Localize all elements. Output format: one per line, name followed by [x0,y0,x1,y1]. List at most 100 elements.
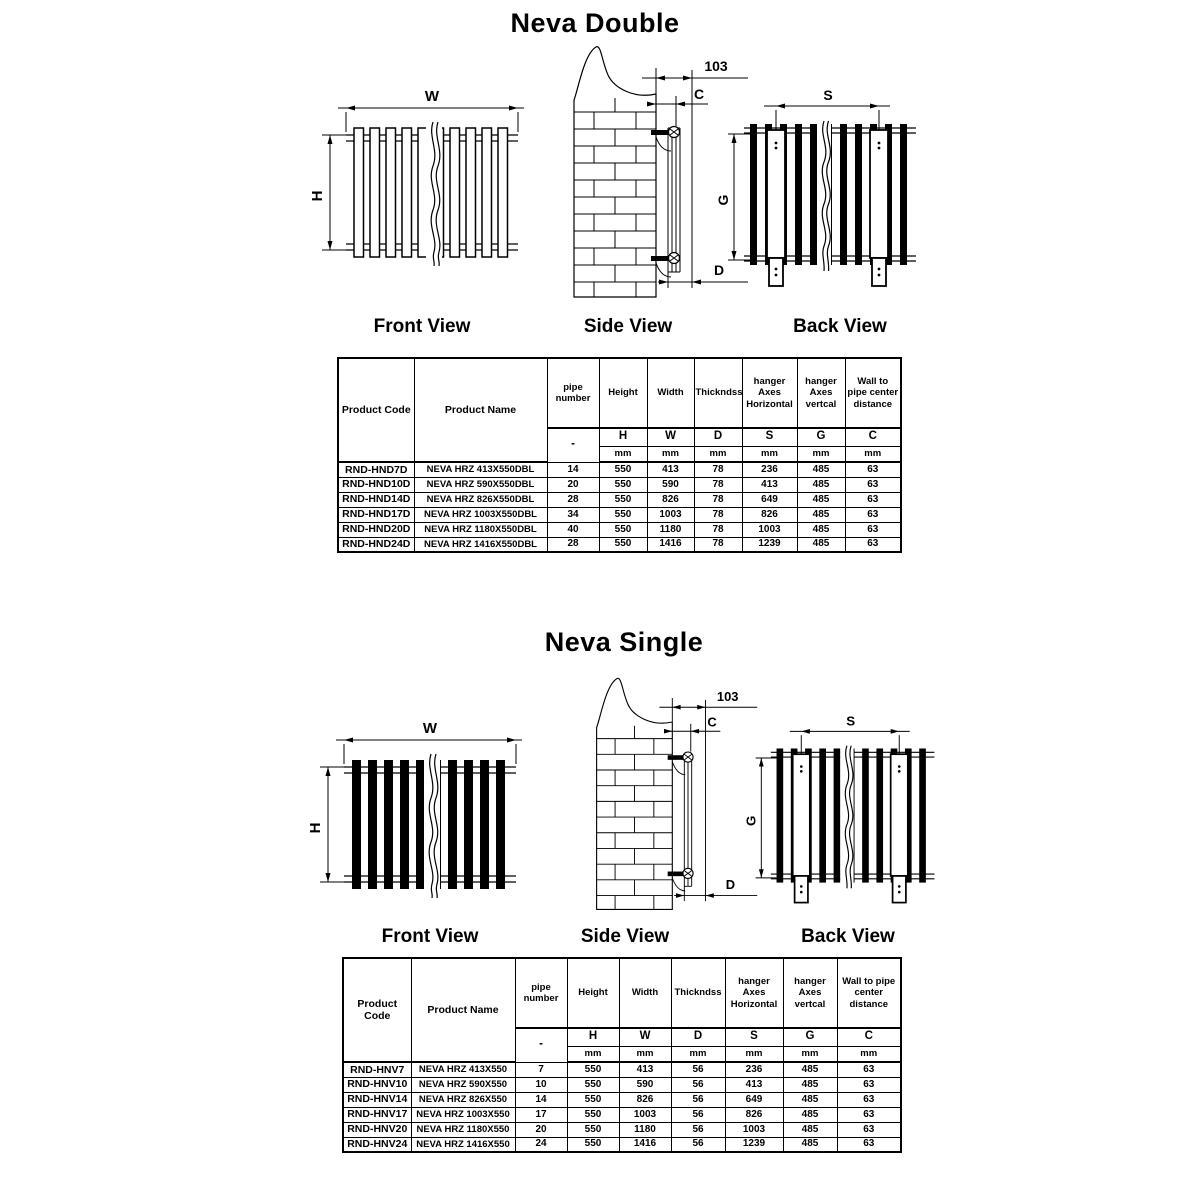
value-cell: 1416 [618,1136,672,1153]
dim-label-103: 103 [704,58,728,74]
radiator-back [770,742,935,904]
table-row: RND-HNV20 NEVA HRZ 1180X550 20 550 1180 56 100… [342,1121,902,1138]
symbol-cell: H [598,427,648,447]
value-cell: 485 [796,476,846,493]
value-cell: 1416 [646,536,695,553]
value-cell: 485 [782,1076,838,1093]
dim-label-g: G [744,816,759,826]
symbol-cell: W [646,427,695,447]
s-dimension: S [789,714,910,755]
value-cell: 1180 [646,521,695,538]
symbol-cell: S [724,1027,784,1047]
dim-label-103: 103 [717,689,739,704]
height-dimension: H [307,766,346,883]
value-cell: 63 [836,1061,902,1078]
value-cell: 236 [724,1061,784,1078]
value-cell: 1180 [618,1121,672,1138]
header-cell: Product Code [337,357,415,463]
value-cell: 550 [566,1121,620,1138]
header-cell: pipe number [546,357,600,429]
header-cell: hanger Axes Horizontal [741,357,798,429]
value-cell: 413 [646,461,695,478]
symbol-cell: G [782,1027,838,1047]
symbol-cell: - [546,427,600,463]
value-cell: 550 [598,461,648,478]
value-cell: 1003 [646,506,695,523]
unit-cell: mm [782,1045,838,1063]
product-code-cell: RND-HND20D [337,521,415,538]
table-row: RND-HNV24 NEVA HRZ 1416X550 24 550 1416 56 123… [342,1136,902,1153]
width-dimension: W [338,88,524,132]
value-cell: 413 [724,1076,784,1093]
dim-label-w: W [423,720,438,737]
value-cell: 56 [670,1136,726,1153]
symbol-cell: D [693,427,743,447]
product-code-cell: RND-HNV20 [342,1121,412,1138]
radiator-front [346,120,518,267]
value-cell: 485 [782,1136,838,1153]
value-cell: 826 [646,491,695,508]
value-cell: 14 [546,461,600,478]
product-name-cell: NEVA HRZ 1003X550DBL [413,506,548,523]
value-cell: 56 [670,1061,726,1078]
neva-double-spec-table: Product Code Product Name pipe number He… [337,357,902,553]
d-dimension: D [658,262,748,288]
c-dimension: C [664,715,721,752]
header-cell: Thickndss [670,957,726,1029]
value-cell: 78 [693,521,743,538]
product-name-cell: NEVA HRZ 1003X550 [410,1106,516,1123]
table-row: RND-HNV14 NEVA HRZ 826X550 14 550 826 56 649 48… [342,1091,902,1108]
value-cell: 20 [546,476,600,493]
product-name-cell: NEVA HRZ 1180X550DBL [413,521,548,538]
dim-label-w: W [425,88,440,105]
value-cell: 485 [796,521,846,538]
value-cell: 63 [836,1091,902,1108]
symbol-cell: H [566,1027,620,1047]
value-cell: 826 [724,1106,784,1123]
unit-cell: mm [670,1045,726,1063]
side-view-label: Side View [583,316,673,337]
unit-row: mm mm mm mm mm mm [343,1045,902,1063]
product-name-cell: NEVA HRZ 1416X550DBL [413,536,548,553]
product-name-cell: NEVA HRZ 590X550 [410,1076,516,1093]
header-cell: Width [646,357,695,429]
front-view-label: Front View [373,316,471,337]
value-cell: 10 [514,1076,568,1093]
product-code-cell: RND-HND7D [337,461,415,478]
c-dimension: C [647,86,708,126]
value-cell: 56 [670,1076,726,1093]
value-cell: 590 [646,476,695,493]
unit-cell: mm [741,445,798,463]
value-cell: 550 [598,476,648,493]
value-cell: 34 [546,506,600,523]
wall-offset-dimension: 103 [642,58,748,94]
unit-cell: mm [693,445,743,463]
unit-cell: mm [598,445,648,463]
value-cell: 56 [670,1106,726,1123]
value-cell: 485 [782,1106,838,1123]
unit-row: mm mm mm mm mm mm [338,445,902,463]
product-code-cell: RND-HND14D [337,491,415,508]
width-dimension: W [336,720,522,764]
value-cell: 63 [844,461,902,478]
product-name-cell: NEVA HRZ 1416X550 [410,1136,516,1153]
back-view-label: Back View [801,926,895,947]
dim-label-s: S [846,714,855,729]
dim-label-h: H [307,823,324,834]
product-code-cell: RND-HND10D [337,476,415,493]
value-cell: 1239 [741,536,798,553]
unit-cell: mm [844,445,902,463]
symbol-cell: D [670,1027,726,1047]
height-dimension: H [309,134,348,251]
g-dimension: G [744,757,777,879]
value-cell: 550 [598,521,648,538]
unit-cell: mm [724,1045,784,1063]
brick-wall [573,46,657,298]
symbol-cell: G [796,427,846,447]
header-cell: Product Code [342,957,412,1063]
value-cell: 826 [618,1091,672,1108]
product-name-cell: NEVA HRZ 826X550DBL [413,491,548,508]
dim-label-c: C [707,715,716,730]
dim-label-h: H [309,191,326,202]
